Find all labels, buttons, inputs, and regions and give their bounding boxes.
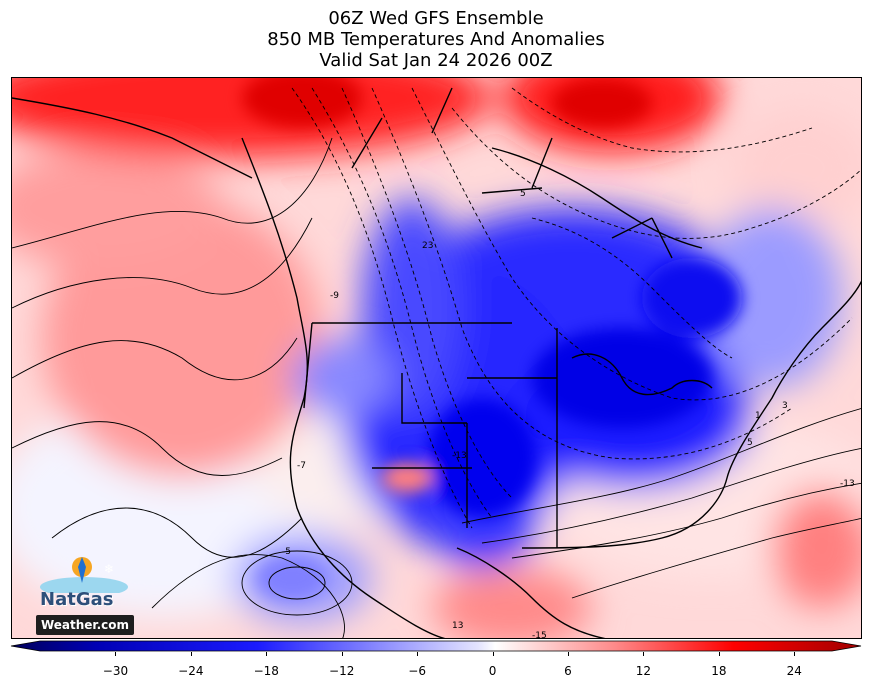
colorbar-tick-label: 12 — [635, 664, 652, 678]
colorbar-tick-mark — [417, 652, 419, 656]
svg-text:❄: ❄ — [104, 562, 114, 576]
title-line-3: Valid Sat Jan 24 2026 00Z — [319, 50, 553, 71]
logo-site: Weather.com — [36, 615, 134, 635]
chart-title: 06Z Wed GFS Ensemble 850 MB Temperatures… — [0, 8, 872, 71]
colorbar-tick-mark — [341, 652, 343, 656]
colorbar-tick-label: 0 — [488, 664, 497, 678]
colorbar-tick-label: −12 — [329, 664, 355, 678]
colorbar-bar — [10, 640, 862, 652]
contour-label: -13 — [452, 451, 467, 461]
contour-label: 5 — [747, 438, 753, 448]
colorbar-tick-mark — [643, 652, 645, 656]
contour-label: 3 — [782, 401, 788, 411]
colorbar-tick-label: −24 — [178, 664, 204, 678]
contour-label: 23 — [422, 241, 433, 251]
colorbar-tick-mark — [115, 652, 117, 656]
logo-brand: NatGas — [40, 589, 114, 610]
colorbar-tick-label: 18 — [711, 664, 727, 678]
colorbar-tick-mark — [266, 652, 268, 656]
title-line-1: 06Z Wed GFS Ensemble — [328, 8, 544, 29]
title-line-2: 850 MB Temperatures And Anomalies — [267, 29, 605, 50]
colorbar: −30 −24 −18 −12 −6 0 6 12 18 24 — [0, 640, 872, 688]
contour-label: -13 — [840, 479, 855, 489]
contour-label: 5 — [520, 189, 526, 199]
colorbar-tick-mark — [718, 652, 720, 656]
contour-label: -9 — [330, 291, 339, 301]
colorbar-tick-label: −6 — [408, 664, 426, 678]
colorbar-tick-label: 24 — [786, 664, 802, 678]
cold-contours — [291, 87, 861, 529]
contour-label: 13 — [452, 621, 463, 631]
contour-label-group: 23 5 -9 -13 -7 -5 5 3 1 -13 -15 13 — [282, 189, 855, 639]
natgas-weather-logo: ❄ NatGas Weather.com — [36, 553, 134, 635]
colorbar-fill — [10, 640, 862, 652]
borders — [12, 87, 861, 638]
contour-label: -5 — [282, 547, 291, 557]
colorbar-tick-mark — [568, 652, 569, 656]
colorbar-tick-label: −18 — [253, 664, 279, 678]
contours — [12, 137, 861, 638]
contour-label: -15 — [532, 631, 547, 639]
contour-label: 1 — [755, 411, 761, 421]
colorbar-tick-label: −30 — [102, 664, 129, 678]
map-canvas: 23 5 -9 -13 -7 -5 5 3 1 -13 -15 13 — [12, 78, 861, 639]
anomaly-map: 23 5 -9 -13 -7 -5 5 3 1 -13 -15 13 — [11, 77, 862, 639]
colorbar-tick-mark — [190, 652, 192, 656]
colorbar-tick-mark — [794, 652, 796, 656]
colorbar-tick-label: 6 — [564, 664, 572, 678]
logo-graphic: ❄ — [40, 557, 128, 593]
colorbar-tick-mark — [492, 652, 494, 656]
contour-label: -7 — [297, 461, 306, 471]
